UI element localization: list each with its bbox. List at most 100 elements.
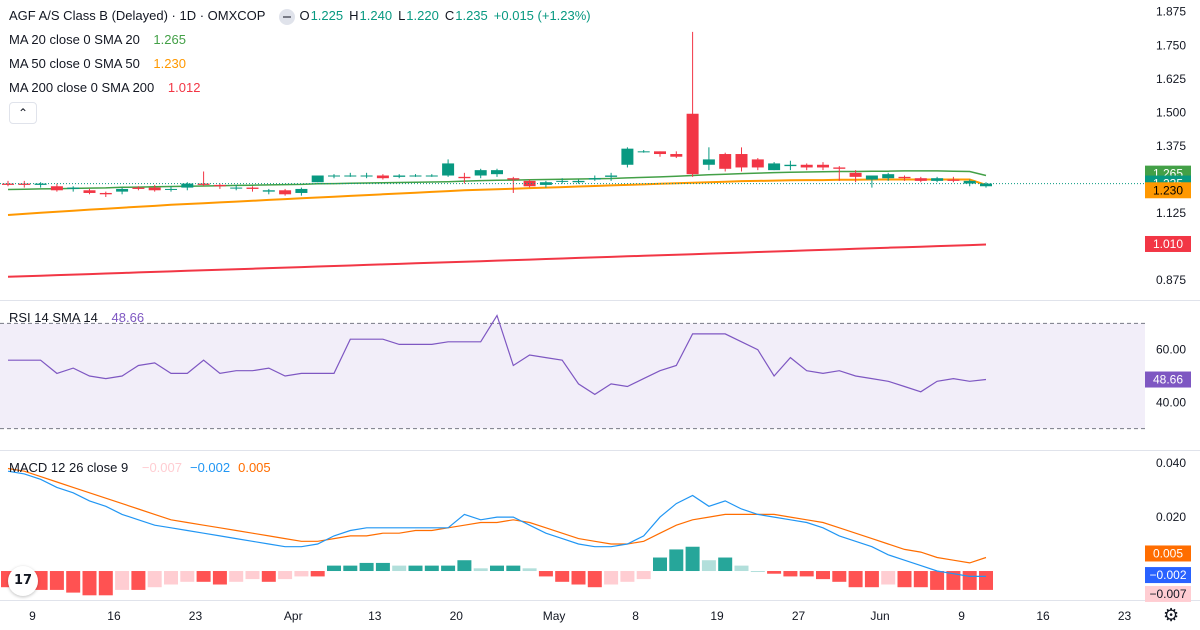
ma200-value: 1.012 xyxy=(167,80,201,95)
macd-hist-bar xyxy=(180,571,195,582)
candle xyxy=(605,175,618,177)
macd-hist-bar xyxy=(701,560,716,572)
macd-label: 0.005 xyxy=(1153,546,1183,560)
candle xyxy=(719,154,732,169)
time-axis-label: 13 xyxy=(368,609,382,623)
price-axis-label: 1.875 xyxy=(1156,5,1186,19)
candle xyxy=(295,188,308,193)
macd-hist-bar xyxy=(538,571,553,577)
macd-hist-bar xyxy=(946,571,961,590)
ma200-legend[interactable]: MA 200 close 0 SMA 200 1.012 xyxy=(9,80,201,95)
macd-hist-bar xyxy=(82,571,97,596)
rsi-legend[interactable]: RSI 14 SMA 14 48.66 xyxy=(9,310,145,325)
candle xyxy=(474,170,487,176)
candle xyxy=(539,182,552,185)
price-label-bg xyxy=(1145,182,1191,199)
rsi-label-bg xyxy=(1145,371,1191,388)
macd-signal-line xyxy=(7,467,987,564)
candle xyxy=(768,163,781,171)
macd-hist-bar xyxy=(343,565,358,572)
macd-hist-bar xyxy=(408,565,423,572)
macd-line xyxy=(7,470,986,577)
candle xyxy=(882,174,895,179)
macd-signal-value: 0.005 xyxy=(238,460,271,475)
macd-label-bg xyxy=(1145,545,1191,562)
macd-hist-bar xyxy=(783,571,798,577)
price-axis-label: 1.750 xyxy=(1156,38,1186,52)
price-label-bg xyxy=(1145,235,1191,252)
macd-hist-bar xyxy=(685,546,700,572)
ma50-legend[interactable]: MA 50 close 0 SMA 50 1.230 xyxy=(9,56,186,71)
more-options-icon[interactable] xyxy=(279,8,296,25)
price-label: 1.010 xyxy=(1153,237,1183,251)
candle xyxy=(442,163,455,176)
ma20-value: 1.265 xyxy=(153,32,186,47)
candle xyxy=(230,187,243,189)
chevron-up-icon[interactable]: ⌃ xyxy=(9,102,37,124)
candle xyxy=(2,183,14,185)
candle xyxy=(50,186,63,191)
candle xyxy=(865,175,878,180)
candle xyxy=(898,176,911,179)
macd-hist-bar xyxy=(375,562,390,572)
candle xyxy=(588,178,601,180)
candle xyxy=(360,175,373,177)
ma50-value: 1.230 xyxy=(153,56,186,71)
candle xyxy=(165,188,177,190)
time-axis-label: 8 xyxy=(632,609,639,623)
tradingview-logo[interactable]: 17 xyxy=(8,566,38,596)
gear-icon[interactable]: ⚙ xyxy=(1163,605,1180,626)
macd-hist-bar xyxy=(245,571,260,580)
macd-hist-bar xyxy=(848,571,863,588)
macd-hist-bar xyxy=(620,571,635,582)
ma20-legend[interactable]: MA 20 close 0 SMA 20 1.265 xyxy=(9,32,186,47)
macd-hist-bar xyxy=(278,571,293,580)
candle xyxy=(556,180,569,182)
macd-label: −0.002 xyxy=(1149,568,1186,582)
symbol-legend: AGF A/S Class B (Delayed) · 1D · OMXCOP O… xyxy=(9,8,601,25)
time-axis-label: 27 xyxy=(792,609,806,623)
candle xyxy=(34,183,47,185)
macd-legend[interactable]: MACD 12 26 close 9 −0.007 −0.002 0.005 xyxy=(9,460,271,475)
candle xyxy=(197,183,210,185)
macd-hist-bar xyxy=(913,571,928,588)
macd-hist-bar xyxy=(604,571,619,585)
time-axis-label: 9 xyxy=(958,609,965,623)
candle xyxy=(425,175,438,177)
macd-hist-bar xyxy=(718,557,733,572)
macd-label-bg xyxy=(1145,567,1191,584)
macd-hist-bar xyxy=(131,571,146,590)
candle xyxy=(132,187,145,189)
macd-hist-bar xyxy=(571,571,586,585)
macd-hist-bar xyxy=(930,571,945,590)
macd-hist-bar xyxy=(587,571,602,588)
macd-hist-bar xyxy=(881,571,896,585)
candle xyxy=(800,164,813,168)
candle xyxy=(181,183,194,188)
macd-axis-label: 0.020 xyxy=(1156,510,1186,524)
candle xyxy=(376,175,389,179)
candle xyxy=(735,154,748,168)
change-value: +0.015 (+1.23%) xyxy=(493,8,591,23)
macd-hist-bar xyxy=(962,571,977,590)
macd-hist-bar xyxy=(229,571,244,582)
rsi-axis-label: 60.00 xyxy=(1156,343,1186,357)
candle xyxy=(409,175,422,177)
candle xyxy=(914,178,927,181)
macd-hist-bar xyxy=(359,562,374,572)
macd-hist-bar xyxy=(212,571,227,585)
macd-hist-bar xyxy=(816,571,830,580)
candle xyxy=(621,148,634,165)
macd-hist-bar xyxy=(98,571,113,596)
macd-hist-bar xyxy=(196,571,211,582)
macd-hist-bar xyxy=(327,565,341,572)
candle xyxy=(670,154,683,157)
symbol-title[interactable]: AGF A/S Class B (Delayed) · 1D · OMXCOP xyxy=(9,8,266,23)
candle xyxy=(116,188,129,192)
candle xyxy=(328,175,340,177)
candle xyxy=(817,164,829,168)
macd-hist-bar xyxy=(164,571,178,585)
candle xyxy=(931,178,944,181)
time-axis-label: 16 xyxy=(1036,609,1050,623)
